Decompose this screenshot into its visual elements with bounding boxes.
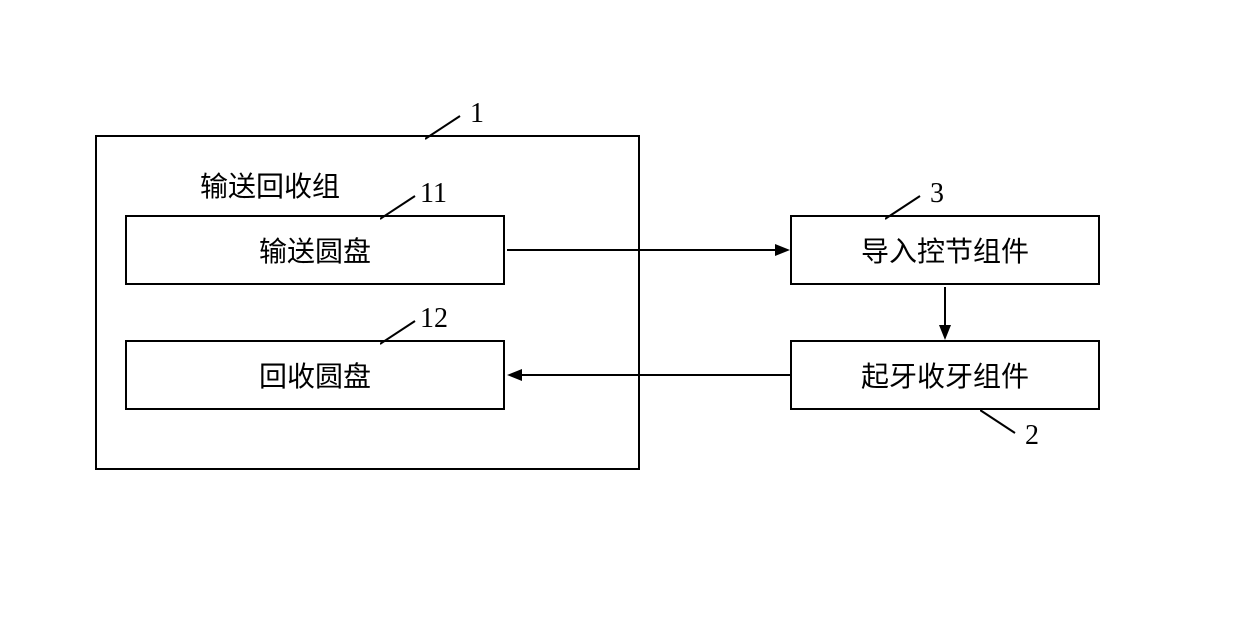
conveyor-disc-box: 输送圆盘 — [125, 215, 505, 285]
recovery-disc-box: 回收圆盘 — [125, 340, 505, 410]
leader-line-2 — [980, 406, 1030, 436]
ref-num-11: 11 — [420, 178, 447, 210]
outer-group-box — [95, 135, 640, 470]
ref-num-12: 12 — [420, 303, 448, 335]
import-control-box: 导入控节组件 — [790, 215, 1100, 285]
thread-component-box: 起牙收牙组件 — [790, 340, 1100, 410]
leader-line-1 — [425, 113, 475, 143]
conveyor-disc-label: 输送圆盘 — [259, 230, 371, 270]
import-control-label: 导入控节组件 — [861, 230, 1029, 270]
thread-component-label: 起牙收牙组件 — [861, 355, 1029, 395]
arrow-import-to-thread — [935, 287, 955, 342]
recovery-disc-label: 回收圆盘 — [259, 355, 371, 395]
outer-group-label: 输送回收组 — [200, 165, 340, 205]
ref-num-3: 3 — [930, 178, 944, 210]
ref-num-2: 2 — [1025, 420, 1039, 452]
leader-line-3 — [885, 193, 935, 223]
arrow-conveyor-to-import — [507, 240, 792, 260]
ref-num-1: 1 — [470, 98, 484, 130]
arrow-thread-to-recovery — [505, 365, 790, 385]
